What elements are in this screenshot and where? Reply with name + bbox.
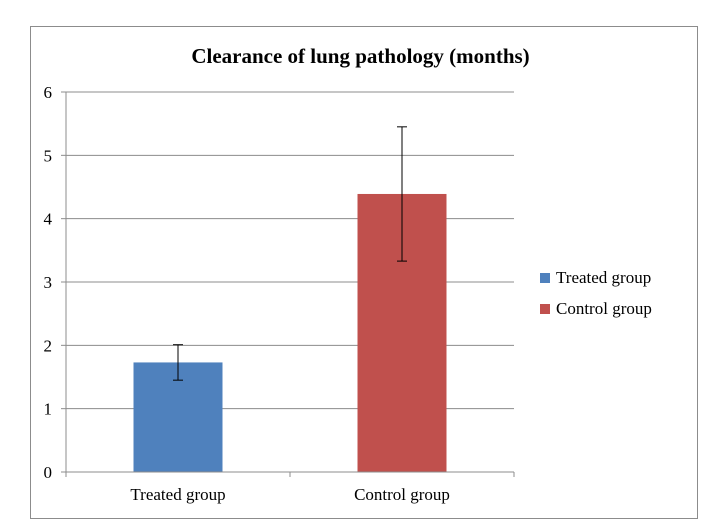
chart-title: Clearance of lung pathology (months) [191, 44, 530, 68]
legend-item-control: Control group [540, 299, 652, 319]
y-tick-label: 2 [44, 336, 53, 355]
bar-treated-group [133, 362, 223, 472]
x-tick-label: Control group [354, 485, 450, 504]
y-tick-labels: 0 1 2 3 4 5 6 [44, 83, 53, 482]
bars [133, 193, 447, 472]
legend-swatch-treated [540, 273, 550, 283]
legend-label-treated: Treated group [556, 268, 652, 287]
legend-label-control: Control group [556, 299, 652, 318]
y-tick-label: 5 [44, 146, 53, 165]
y-tick-label: 0 [44, 463, 53, 482]
legend-swatch-control [540, 304, 550, 314]
x-tick-labels: Treated group Control group [130, 485, 450, 504]
error-bars [173, 126, 407, 381]
y-tick-label: 3 [44, 273, 53, 292]
axes [61, 91, 515, 477]
x-tick-label: Treated group [130, 485, 225, 504]
gridlines [66, 91, 514, 410]
y-tick-label: 6 [44, 83, 53, 102]
y-tick-label: 4 [44, 210, 53, 229]
y-tick-label: 1 [44, 400, 53, 419]
legend-item-treated: Treated group [540, 268, 651, 288]
